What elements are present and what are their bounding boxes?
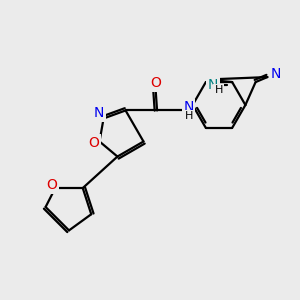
Text: N: N — [183, 100, 194, 115]
Text: N: N — [271, 67, 281, 81]
Text: H: H — [184, 112, 193, 122]
Text: N: N — [94, 106, 104, 120]
Text: O: O — [150, 76, 161, 90]
Text: O: O — [46, 178, 57, 192]
Text: H: H — [214, 85, 223, 95]
Text: O: O — [88, 136, 99, 150]
Text: N: N — [208, 78, 218, 92]
